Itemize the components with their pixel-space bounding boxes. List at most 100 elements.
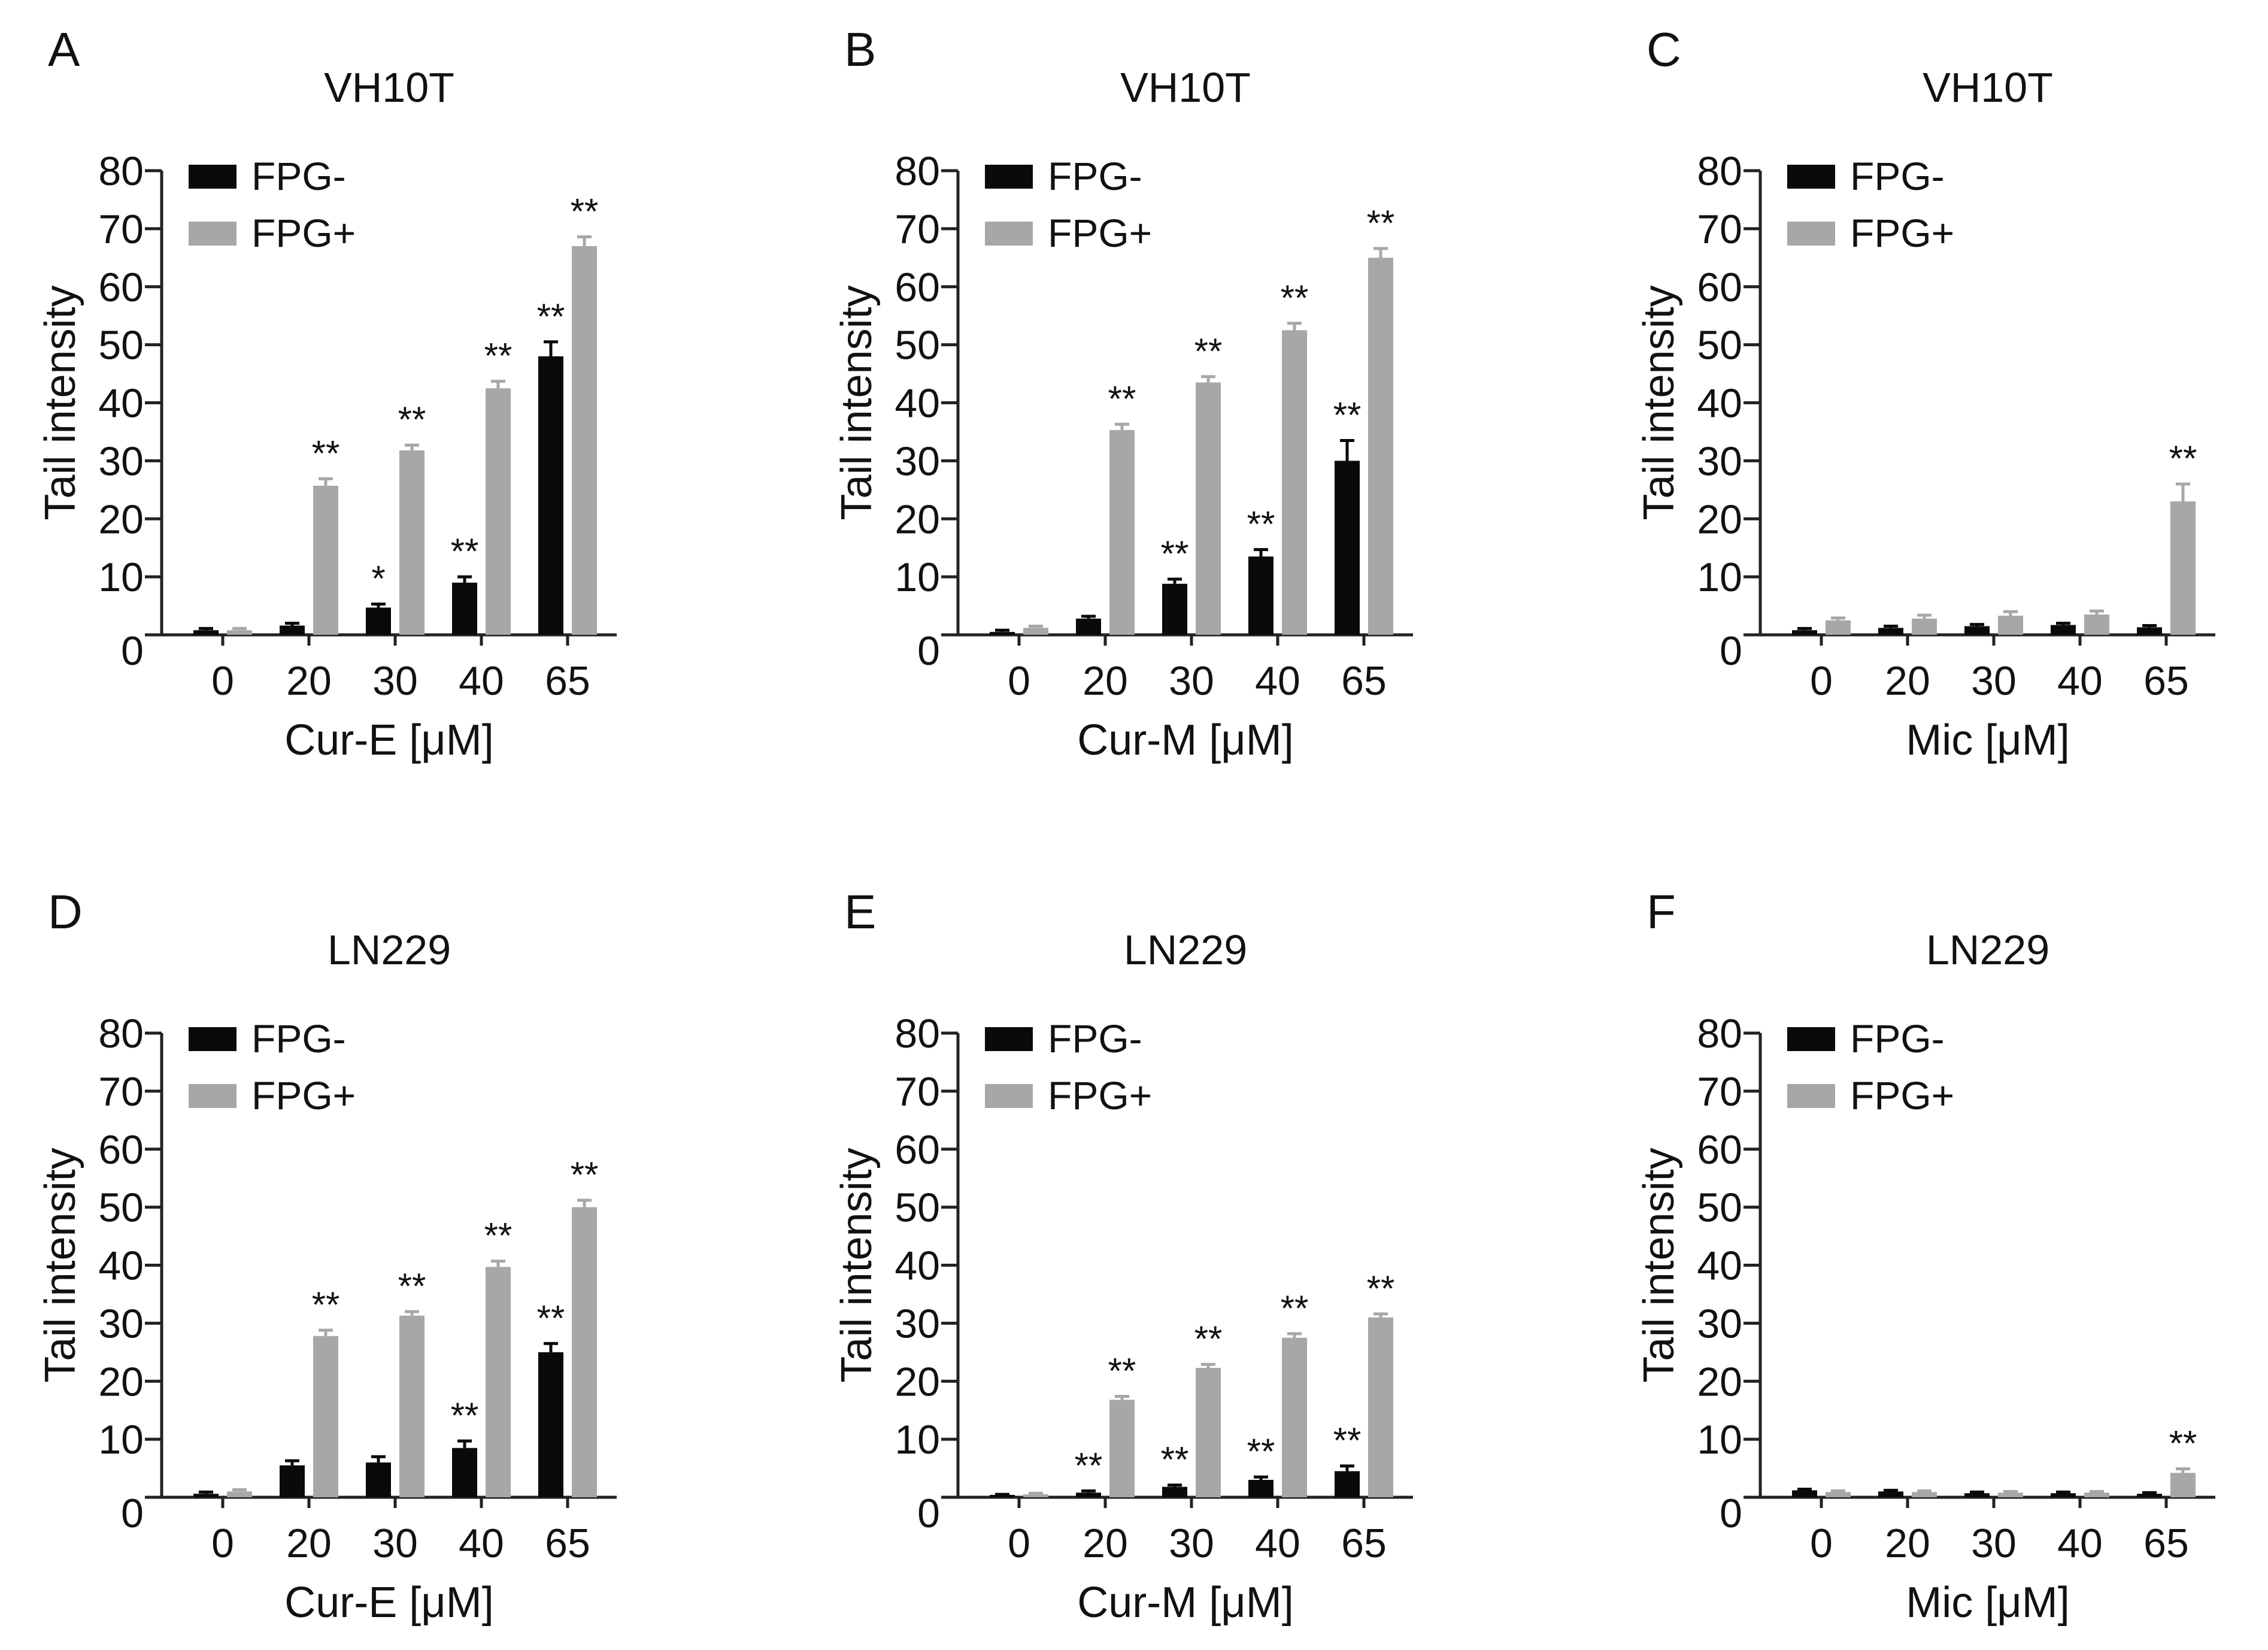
bar-fpg-minus	[2051, 625, 2076, 635]
bar-fpg-plus	[1826, 1492, 1851, 1497]
y-tick-label: 60	[1697, 265, 1742, 310]
y-tick-label: 0	[1720, 628, 1742, 674]
significance-marker: *	[371, 559, 385, 599]
y-tick-label: 40	[1697, 381, 1742, 426]
significance-marker: **	[484, 1216, 513, 1256]
y-tick-label: 60	[98, 1127, 144, 1173]
significance-marker: **	[1333, 395, 1362, 435]
y-tick-label: 80	[98, 1011, 144, 1056]
panel-letter: E	[844, 885, 876, 938]
panel-e: E LN229 0 10 20 30 40 50 60 70 80 Tail intensity 0 20…	[833, 885, 1413, 1627]
legend-label: FPG-	[1048, 154, 1142, 198]
bar-fpg-minus	[1792, 630, 1817, 635]
y-axis-label: Tail intensity	[833, 1148, 881, 1382]
legend-label: FPG+	[1850, 1073, 1954, 1118]
significance-marker: **	[571, 191, 599, 231]
x-tick-label: 20	[286, 1521, 332, 1566]
y-tick-label: 30	[895, 1301, 940, 1346]
x-tick-label: 40	[459, 658, 504, 704]
x-tick-label: 30	[1169, 1521, 1214, 1566]
y-tick-label: 50	[98, 323, 144, 368]
bar-fpg-plus	[2170, 501, 2196, 635]
legend-swatch-fpg-plus	[985, 1084, 1033, 1108]
x-tick-label: 40	[2057, 1521, 2103, 1566]
bar-fpg-minus	[2137, 1494, 2162, 1497]
bar-fpg-minus	[1335, 461, 1360, 635]
significance-marker: **	[571, 1155, 599, 1195]
x-tick-label: 30	[1971, 1521, 2017, 1566]
bar-fpg-plus	[1282, 1337, 1307, 1497]
significance-marker: **	[1194, 331, 1223, 371]
bar-fpg-plus	[1368, 1317, 1393, 1497]
panel-title: LN229	[328, 927, 451, 973]
bar-fpg-plus	[1368, 258, 1393, 635]
x-tick-label: 20	[1083, 658, 1128, 704]
significance-marker: **	[2169, 438, 2197, 479]
x-axis-label: Mic [μM]	[1906, 1579, 2069, 1627]
bar-fpg-minus	[452, 1448, 477, 1497]
bar-fpg-plus	[1023, 628, 1048, 635]
legend-label: FPG+	[251, 211, 356, 255]
y-tick-label: 10	[1697, 555, 1742, 600]
panel-letter: A	[48, 23, 80, 76]
panel-title: LN229	[1926, 927, 2049, 973]
y-tick-label: 0	[1720, 1491, 1742, 1536]
significance-marker: **	[1367, 1268, 1395, 1309]
x-tick-label: 0	[1810, 1521, 1833, 1566]
bar-fpg-plus	[572, 246, 597, 635]
significance-marker: **	[1108, 379, 1136, 419]
significance-marker: **	[2169, 1424, 2197, 1464]
y-tick-label: 40	[895, 1243, 940, 1289]
y-tick-label: 70	[98, 1069, 144, 1115]
x-tick-label: 0	[1810, 658, 1833, 704]
y-tick-label: 10	[98, 555, 144, 600]
y-tick-label: 60	[98, 265, 144, 310]
x-tick-label: 30	[372, 658, 418, 704]
bar-fpg-plus	[313, 1336, 338, 1497]
panel-f: F LN229 0 10 20 30 40 50 60 70 80 Tail intensity 0 20…	[1635, 885, 2215, 1627]
y-tick-label: 80	[1697, 149, 1742, 194]
y-tick-label: 0	[121, 628, 144, 674]
panel-b: B VH10T 0 10 20 30 40 50 60 70 80 Tail intensity 0 20…	[833, 23, 1413, 764]
significance-marker: **	[1247, 1431, 1275, 1472]
panel-letter: B	[844, 23, 876, 76]
bar-fpg-plus	[1912, 618, 1937, 635]
bar-fpg-plus	[1912, 1492, 1937, 1497]
x-tick-label: 20	[286, 658, 332, 704]
y-tick-label: 60	[895, 265, 940, 310]
significance-marker: **	[398, 1266, 426, 1306]
y-tick-label: 0	[917, 628, 940, 674]
y-tick-label: 10	[98, 1417, 144, 1463]
legend-swatch-fpg-minus	[189, 165, 236, 189]
y-tick-label: 30	[98, 438, 144, 484]
y-tick-label: 10	[1697, 1417, 1742, 1463]
legend-swatch-fpg-plus	[1787, 222, 1835, 246]
x-axis-label: Cur-M [μM]	[1077, 1579, 1293, 1627]
y-tick-label: 60	[895, 1127, 940, 1173]
bar-fpg-plus	[1282, 330, 1307, 635]
x-axis-label: Cur-M [μM]	[1077, 716, 1293, 764]
legend-label: FPG+	[1048, 211, 1152, 255]
bar-fpg-minus	[538, 1352, 563, 1497]
x-tick-label: 20	[1885, 1521, 1930, 1566]
bar-fpg-minus	[1792, 1490, 1817, 1497]
significance-marker: **	[1281, 1288, 1309, 1328]
y-tick-label: 50	[1697, 1185, 1742, 1231]
bar-fpg-minus	[1964, 1493, 1990, 1497]
bar-fpg-plus	[2084, 1492, 2109, 1497]
legend-label: FPG-	[1850, 154, 1945, 198]
significance-marker: **	[398, 399, 426, 440]
legend-swatch-fpg-plus	[189, 222, 236, 246]
bar-fpg-minus	[1878, 628, 1903, 635]
x-tick-label: 40	[1255, 1521, 1300, 1566]
panel-title: LN229	[1124, 927, 1247, 973]
panel-letter: F	[1647, 885, 1676, 938]
bar-fpg-plus	[572, 1207, 597, 1497]
legend-swatch-fpg-minus	[1787, 165, 1835, 189]
y-tick-label: 70	[895, 1069, 940, 1115]
x-axis-label: Cur-E [μM]	[284, 1579, 494, 1627]
bar-fpg-plus	[2170, 1473, 2196, 1497]
bar-fpg-minus	[1878, 1491, 1903, 1497]
y-tick-label: 80	[895, 1011, 940, 1056]
panel-d: D LN229 0 10 20 30 40 50 60 70 80 Tail intensity 0 20…	[37, 885, 617, 1627]
